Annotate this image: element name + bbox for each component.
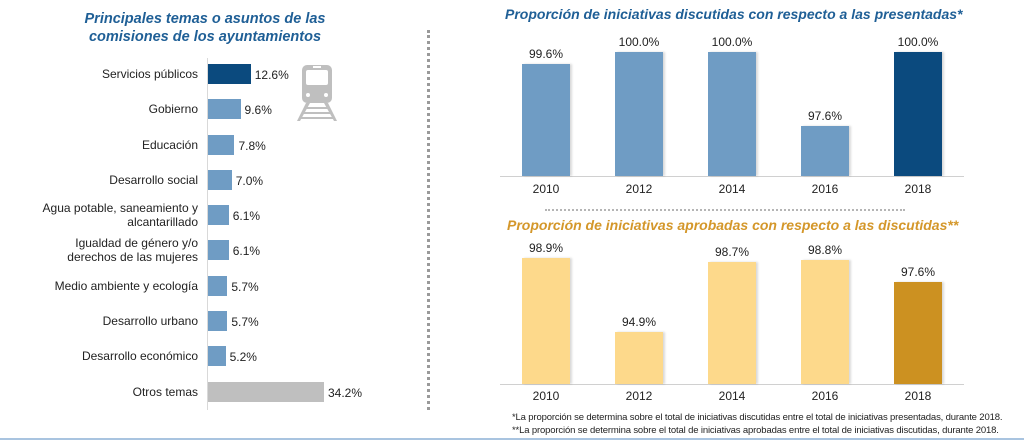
bar <box>208 205 229 225</box>
category-label: Desarrollo urbano <box>103 314 198 328</box>
data-label: 6.1% <box>232 209 261 223</box>
x-axis-line <box>500 176 964 177</box>
left-chart-title-line-1: Principales temas o asuntos de las <box>84 11 326 27</box>
x-tick-label: 2014 <box>718 389 746 403</box>
category-label-line: Servicios públicos <box>101 67 198 81</box>
bar <box>208 311 228 331</box>
data-label: 5.7% <box>231 280 259 294</box>
data-label: 6.1% <box>232 244 261 258</box>
data-label: 9.6% <box>244 103 272 117</box>
category-label: Desarrollo social <box>109 173 198 187</box>
bar <box>708 261 756 384</box>
bar <box>208 64 251 84</box>
data-label: 7.0% <box>235 174 264 188</box>
bottom-border <box>0 438 1024 440</box>
x-tick-label: 2012 <box>625 182 653 196</box>
category-label: Servicios públicos <box>102 67 198 81</box>
bar <box>522 64 570 176</box>
bar <box>708 52 756 176</box>
bar <box>208 170 232 190</box>
category-label-line: Educación <box>141 138 198 152</box>
category-label: Gobierno <box>149 102 198 116</box>
vertical-divider <box>427 30 430 410</box>
data-label: 97.6% <box>807 109 843 124</box>
x-tick-label: 2014 <box>718 182 746 196</box>
bar <box>615 52 663 176</box>
bottom-chart-title: Proporción de iniciativas aprobadas con … <box>507 217 959 233</box>
x-tick-label: 2010 <box>532 182 560 196</box>
x-tick-label: 2018 <box>904 389 932 403</box>
data-label: 5.7% <box>231 315 259 329</box>
x-axis-line <box>500 384 964 385</box>
x-tick-label: 2018 <box>904 182 932 196</box>
category-label-line: Medio ambiente y ecología <box>54 279 198 293</box>
bar <box>615 332 663 384</box>
x-tick-label: 2016 <box>811 389 839 403</box>
category-label-line: alcantarillado <box>127 215 198 229</box>
category-label: Agua potable, saneamiento y alcantarillad… <box>43 201 198 229</box>
category-label-line: Desarrollo urbano <box>102 314 198 328</box>
data-label: 94.9% <box>621 315 657 330</box>
left-chart-title: Principales temas o asuntos de las comis… <box>40 10 370 46</box>
bar <box>894 52 942 176</box>
category-label-line: Desarrollo económico <box>81 349 198 363</box>
data-label: 98.9% <box>528 241 564 255</box>
bar <box>801 126 849 176</box>
bar <box>208 99 241 119</box>
category-label: Educación <box>142 138 198 152</box>
category-label: Medio ambiente y ecología <box>55 279 198 293</box>
category-label-line: Desarrollo social <box>109 173 198 187</box>
bar <box>208 346 226 366</box>
bar <box>208 276 228 296</box>
category-label: Igualdad de género y/o derechos de las mu… <box>67 236 198 264</box>
data-label: 98.7% <box>714 244 750 259</box>
data-label: 12.6% <box>254 68 289 82</box>
data-label: 99.6% <box>528 47 564 62</box>
data-label: 7.8% <box>238 139 266 153</box>
data-label: 100.0% <box>618 35 660 49</box>
footnote-2: **La proporción se determina sobre el to… <box>512 425 999 436</box>
bar <box>894 282 942 384</box>
left-chart-title-line-2: comisiones de los ayuntamientos <box>88 29 322 45</box>
category-label-line: Otros temas <box>132 385 198 399</box>
bar <box>208 135 235 155</box>
bar <box>208 240 229 260</box>
category-label: Desarrollo económico <box>82 349 198 363</box>
x-tick-label: 2010 <box>532 389 560 403</box>
top-chart-title: Proporción de iniciativas discutidas con… <box>505 6 963 22</box>
left-chart-axis <box>207 58 208 410</box>
x-tick-label: 2016 <box>811 182 839 196</box>
data-label: 100.0% <box>897 35 939 49</box>
data-label: 97.6% <box>900 265 936 280</box>
data-label: 5.2% <box>229 350 257 364</box>
category-label-line: Gobierno <box>148 102 198 116</box>
category-label-line: Agua potable, saneamiento y <box>42 201 198 215</box>
data-label: 34.2% <box>328 386 363 400</box>
bar <box>801 259 849 384</box>
horizontal-divider <box>545 209 905 211</box>
bar <box>208 382 324 402</box>
data-label: 100.0% <box>711 35 753 49</box>
train-icon <box>297 63 339 128</box>
data-label: 98.8% <box>807 242 843 257</box>
category-label: Otros temas <box>133 385 198 399</box>
x-tick-label: 2012 <box>625 389 653 403</box>
category-label-line: derechos de las mujeres <box>67 250 198 264</box>
bar <box>522 258 570 384</box>
footnote-1: *La proporción se determina sobre el tot… <box>512 412 1003 423</box>
category-label-line: Igualdad de género y/o <box>75 236 198 250</box>
